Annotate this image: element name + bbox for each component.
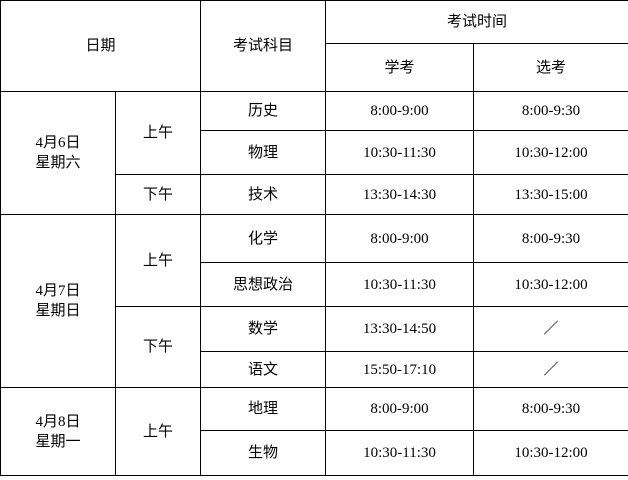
- xuekao-time: 10:30-11:30: [325, 130, 475, 175]
- date-cell: 4月8日星期一: [0, 387, 116, 476]
- table-row: 4月6日星期六 上午 历史 8:00-9:00 8:00-9:30: [0, 91, 628, 215]
- weekday: 星期一: [35, 433, 81, 450]
- subject-cell: 语文: [200, 351, 327, 388]
- date-cell: 4月6日星期六: [0, 91, 116, 215]
- table-row: 生物 10:30-11:30 10:30-12:00: [1, 430, 628, 476]
- xuankao-time: ／: [473, 351, 628, 388]
- xuankao-time: 10:30-12:00: [473, 130, 628, 175]
- table-row: 4月8日星期一 上午 地理 8:00-9:00 8:00-9:30: [0, 387, 628, 476]
- subject-cell: 历史: [200, 91, 327, 131]
- period-cell: 上午: [114, 91, 202, 175]
- period-cell: 上午: [114, 214, 202, 307]
- table-row: 思想政治 10:30-11:30 10:30-12:00: [1, 262, 628, 307]
- subject-cell: 数学: [200, 306, 327, 352]
- date: 4月6日: [35, 135, 81, 151]
- weekday: 星期六: [35, 155, 81, 171]
- header-xuekao: 学考: [325, 43, 475, 92]
- subject-cell: 思想政治: [200, 262, 327, 307]
- table-row: 语文 15:50-17:10 ／: [1, 351, 628, 388]
- date: 4月7日: [35, 283, 81, 299]
- header-date: 日期: [0, 0, 202, 92]
- xuankao-time: ／: [473, 306, 628, 352]
- xuankao-time: 8:00-9:30: [473, 91, 628, 131]
- xuankao-time: 8:00-9:30: [473, 214, 628, 263]
- period-cell: 下午: [114, 174, 202, 215]
- subject-cell: 化学: [200, 214, 327, 263]
- subject-cell: 地理: [200, 387, 327, 431]
- xuankao-time: 13:30-15:00: [473, 174, 628, 215]
- subject-cell: 生物: [200, 430, 327, 476]
- period-cell: 上午: [114, 387, 202, 476]
- header-xuankao: 选考: [473, 43, 628, 92]
- xuankao-time: 8:00-9:30: [473, 387, 628, 431]
- xuekao-time: 13:30-14:30: [325, 174, 475, 215]
- table-row: 物理 10:30-11:30 10:30-12:00: [1, 130, 628, 175]
- date-cell: 4月7日星期日: [0, 214, 116, 388]
- weekday: 星期日: [35, 303, 81, 319]
- xuekao-time: 10:30-11:30: [325, 430, 475, 476]
- xuekao-time: 10:30-11:30: [325, 262, 475, 307]
- header-row: 学考 选考: [1, 43, 628, 92]
- header-subject: 考试科目: [200, 0, 327, 92]
- xuekao-time: 8:00-9:00: [325, 91, 475, 131]
- xuekao-time: 15:50-17:10: [325, 351, 475, 388]
- xuekao-time: 8:00-9:00: [325, 214, 475, 263]
- header-row: 日期 考试科目 考试时间: [0, 0, 628, 92]
- period-cell: 下午: [114, 306, 202, 388]
- xuankao-time: 10:30-12:00: [473, 430, 628, 476]
- xuankao-time: 10:30-12:00: [473, 262, 628, 307]
- header-exam-time: 考试时间: [325, 0, 628, 44]
- date: 4月8日: [35, 413, 81, 430]
- xuekao-time: 8:00-9:00: [325, 387, 475, 431]
- xuekao-time: 13:30-14:50: [325, 306, 475, 352]
- table-row: 4月7日星期日 上午 化学 8:00-9:00 8:00-9:30: [0, 214, 628, 388]
- subject-cell: 物理: [200, 130, 327, 175]
- table-row: 下午 技术 13:30-14:30 13:30-15:00: [1, 174, 628, 215]
- subject-cell: 技术: [200, 174, 327, 215]
- table-row: 下午 数学 13:30-14:50 ／: [1, 306, 628, 388]
